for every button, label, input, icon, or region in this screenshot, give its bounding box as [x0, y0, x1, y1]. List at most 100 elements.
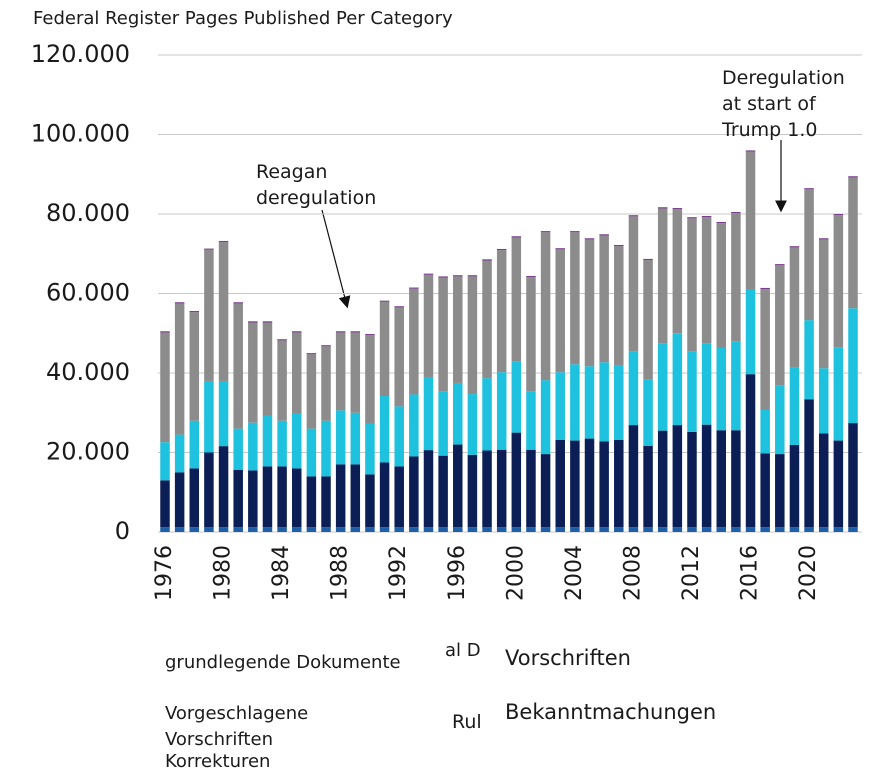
- bar-segment: [540, 231, 551, 233]
- bar-segment: [350, 464, 361, 528]
- bar-segment: [833, 527, 844, 532]
- bar-segment: [482, 450, 492, 528]
- bar-segment: [540, 527, 551, 532]
- x-tick-label: 2008: [620, 545, 645, 601]
- bar-segment: [306, 527, 317, 532]
- bar-segment: [731, 213, 741, 342]
- bar-segment: [204, 249, 214, 381]
- y-tick-label: 40.000: [46, 358, 130, 386]
- bar-segment: [628, 351, 639, 426]
- bar-segment: [394, 527, 404, 532]
- bar-segment: [628, 527, 639, 532]
- bar-segment: [614, 365, 624, 440]
- bar-segment: [599, 234, 609, 236]
- bar-segment: [233, 302, 243, 304]
- legend-entry: Vorschriften: [505, 646, 631, 670]
- bar-segment: [321, 346, 331, 421]
- bar-segment: [379, 462, 390, 528]
- bar-segment: [570, 232, 580, 365]
- bar-segment: [789, 527, 800, 532]
- bar-segment: [818, 368, 829, 434]
- bar-segment: [584, 238, 595, 240]
- bar-segment: [306, 353, 317, 355]
- bar-segment: [599, 235, 609, 363]
- bar-segment: [511, 527, 522, 532]
- bar-segment: [321, 527, 331, 532]
- bar-segment: [570, 527, 580, 532]
- bar-segment: [394, 406, 404, 467]
- x-tick-label: 1992: [386, 545, 411, 601]
- bar-segment: [526, 527, 536, 532]
- bar-segment: [731, 527, 741, 532]
- bar-segment: [453, 382, 463, 445]
- bar-segment: [204, 452, 214, 528]
- bar-segment: [335, 331, 346, 333]
- bar-segment: [409, 288, 419, 395]
- bar-segment: [555, 372, 565, 440]
- bar-segment: [614, 246, 624, 366]
- bar-segment: [731, 212, 741, 214]
- bar-segment: [804, 320, 814, 400]
- bar-segment: [570, 364, 580, 441]
- bar-segment: [306, 354, 317, 429]
- bar-segment: [657, 527, 668, 532]
- bar-segment: [540, 380, 551, 455]
- bar-segment: [423, 273, 434, 275]
- y-tick-label: 0: [115, 517, 130, 545]
- bar-segment: [394, 466, 404, 528]
- bar-segment: [818, 527, 829, 532]
- bar-segment: [482, 259, 492, 261]
- bar-segment: [291, 332, 302, 414]
- bar-segment: [204, 527, 214, 532]
- bar-segment: [335, 410, 346, 465]
- bar-segment: [614, 245, 624, 247]
- bar-segment: [262, 527, 273, 532]
- bar-segment: [262, 321, 273, 323]
- bar-segment: [160, 331, 170, 333]
- x-tick-label: 2004: [562, 545, 587, 601]
- bar-segment: [570, 231, 580, 233]
- bar-segment: [423, 274, 434, 377]
- x-tick-label: 1996: [445, 545, 470, 601]
- bar-segment: [335, 464, 346, 528]
- bar-segment: [628, 216, 639, 352]
- bar-segment: [350, 412, 361, 465]
- bar-segment: [482, 527, 492, 532]
- bar-segment: [160, 480, 170, 528]
- bar-segment: [306, 476, 317, 528]
- bar-segment: [438, 391, 448, 456]
- bar-segment: [555, 527, 565, 532]
- bar-segment: [672, 333, 683, 426]
- bar-segment: [687, 218, 697, 352]
- bar-segment: [511, 432, 522, 528]
- bar-segment: [701, 527, 712, 532]
- bar-segment: [848, 423, 858, 528]
- bar-segment: [526, 276, 536, 278]
- bar-segment: [277, 420, 287, 467]
- bar-segment: [262, 322, 273, 416]
- bar-segment: [848, 527, 858, 532]
- bar-segment: [584, 239, 595, 367]
- bar-segment: [496, 449, 507, 528]
- bar-segment: [672, 208, 683, 210]
- bar-segment: [379, 301, 390, 397]
- bar-segment: [233, 303, 243, 429]
- bar-segment: [321, 476, 331, 528]
- bar-segment: [350, 331, 361, 333]
- bar-segment: [482, 260, 492, 379]
- bar-segment: [701, 217, 712, 344]
- y-tick-label: 20.000: [46, 438, 130, 466]
- bar-segment: [555, 439, 565, 528]
- y-tick-label: 100.000: [31, 120, 130, 148]
- bar-segment: [716, 430, 727, 528]
- y-tick-label: 60.000: [46, 279, 130, 307]
- bar-segment: [321, 420, 331, 477]
- bar-segment: [233, 469, 243, 528]
- bar-segment: [775, 454, 785, 528]
- bar-segment: [379, 396, 390, 463]
- bar-segment: [643, 445, 653, 528]
- bar-segment: [277, 466, 287, 528]
- bar-segment: [716, 223, 727, 348]
- bar-segment: [262, 466, 273, 528]
- bar-segment: [453, 444, 463, 528]
